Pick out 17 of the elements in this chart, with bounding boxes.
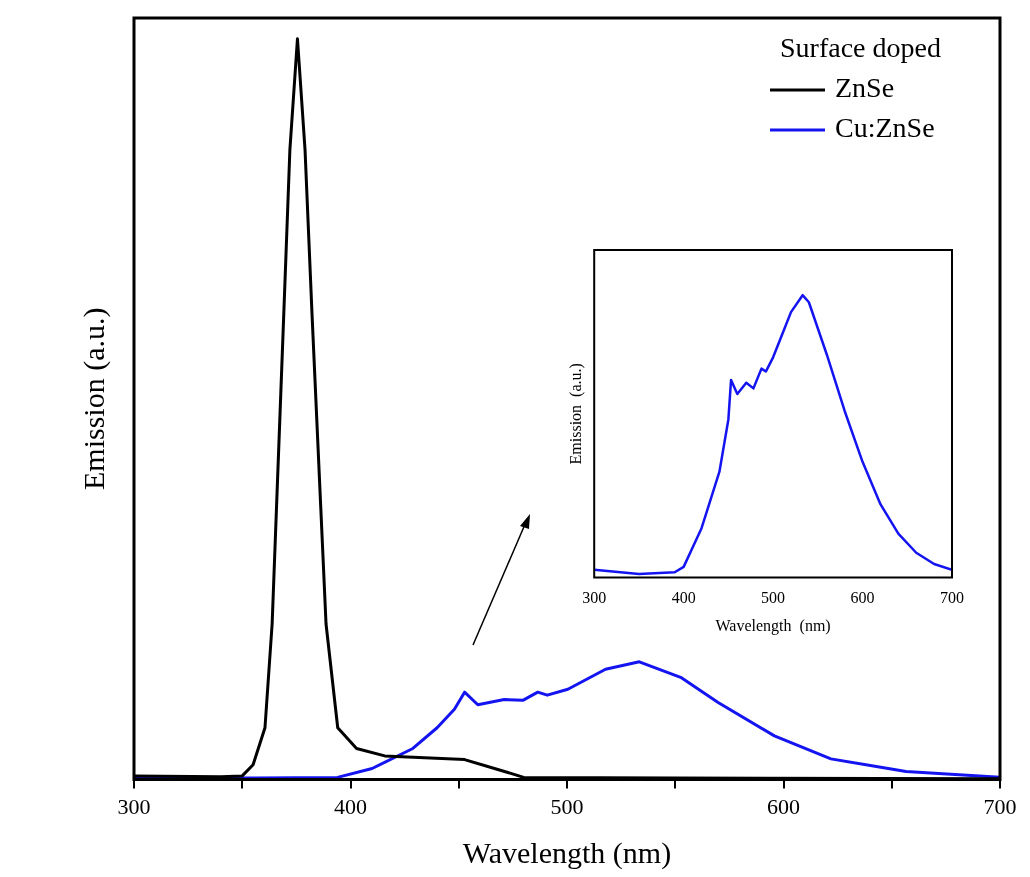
x-tick-label: 300 (582, 589, 607, 607)
x-tick-label: 600 (850, 589, 875, 607)
x-tick-label: 600 (767, 793, 800, 819)
x-tick-label: 500 (761, 589, 786, 607)
legend-label: ZnSe (835, 72, 895, 104)
x-axis-title: Wavelength (nm) (715, 616, 831, 635)
x-axis-title: Wavelength (nm) (462, 835, 672, 870)
x-tick-label: 300 (117, 793, 151, 819)
x-tick-label: 400 (671, 589, 696, 607)
x-tick-label: 500 (550, 793, 584, 819)
y-axis-title: Emission (a.u.) (76, 307, 111, 491)
legend-title: Surface doped (780, 32, 941, 64)
x-tick-label: 700 (983, 793, 1017, 819)
x-tick-label: 700 (940, 589, 964, 607)
y-axis-title: Emission (a.u.) (566, 363, 585, 465)
x-tick-label: 400 (334, 793, 367, 819)
legend-label: Cu:ZnSe (835, 112, 935, 144)
